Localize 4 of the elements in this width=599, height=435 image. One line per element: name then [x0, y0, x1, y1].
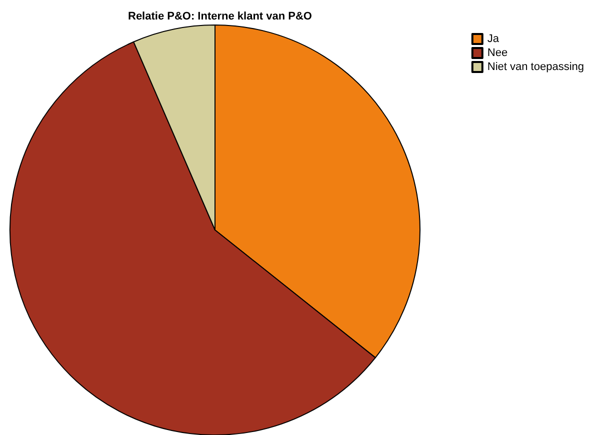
legend-label: Niet van toepassing	[487, 61, 584, 73]
chart-title: Relatie P&O: Interne klant van P&O	[128, 10, 312, 22]
legend-label: Nee	[487, 47, 508, 59]
legend-label: Ja	[487, 33, 500, 45]
